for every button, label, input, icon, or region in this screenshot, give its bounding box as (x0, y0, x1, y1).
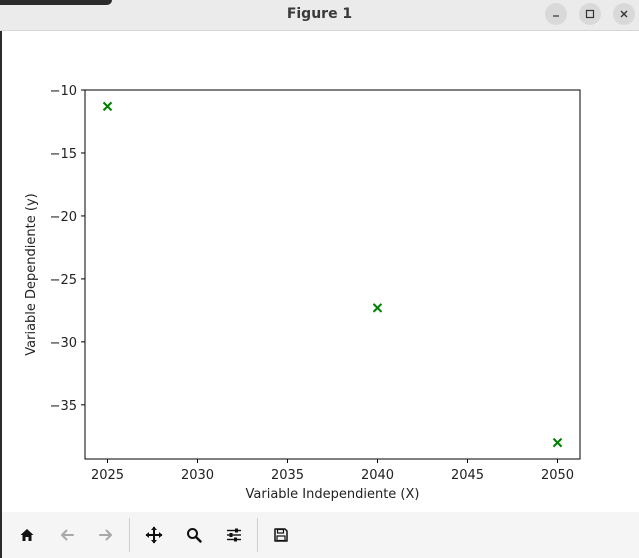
figure-canvas[interactable]: 2025 2030 2035 2040 2045 2050 −10 −15 −20 −25 −30 −… (0, 31, 639, 512)
y-tick-label: −10 (50, 84, 77, 99)
x-tick-label: 2045 (451, 468, 484, 483)
home-button[interactable] (15, 523, 39, 547)
window-tab-edge (0, 0, 112, 5)
data-point-stroke (102, 101, 113, 112)
x-tick-label: 2025 (91, 468, 124, 483)
y-tick-label: −25 (50, 273, 77, 288)
data-point (102, 101, 113, 112)
axes-frame (84, 89, 581, 460)
back-button[interactable] (55, 523, 79, 547)
maximize-icon (585, 9, 595, 19)
x-tick-label: 2050 (541, 468, 574, 483)
title-bar[interactable]: Figure 1 (0, 0, 639, 31)
pan-button[interactable] (142, 523, 166, 547)
forward-button[interactable] (94, 523, 118, 547)
zoom-button[interactable] (182, 523, 206, 547)
data-point-stroke (552, 437, 563, 448)
save-button[interactable] (269, 523, 293, 547)
maximize-button[interactable] (579, 3, 601, 25)
magnifier-icon (187, 528, 202, 543)
y-tick-label: −15 (50, 147, 77, 162)
navigation-toolbar (0, 512, 639, 558)
arrow-left-icon (61, 529, 74, 541)
move-icon (145, 526, 163, 544)
window-title: Figure 1 (286, 6, 353, 22)
y-tick-label: −20 (50, 210, 77, 225)
home-icon (20, 529, 34, 541)
floppy-disk-icon (274, 528, 288, 542)
x-tick-label: 2035 (271, 468, 304, 483)
sliders-icon (227, 528, 241, 542)
x-axis-label: Variable Independiente (X) (246, 487, 420, 502)
toolbar-separator (129, 518, 130, 552)
close-button[interactable] (613, 3, 635, 25)
y-axis-label: Variable Dependiente (y) (24, 193, 39, 355)
close-icon (620, 10, 628, 18)
arrow-right-icon (99, 529, 112, 541)
data-point-stroke (372, 303, 383, 313)
data-point (372, 303, 383, 313)
minimize-button[interactable] (545, 3, 567, 25)
x-tick-label: 2030 (181, 468, 214, 483)
data-point (552, 437, 563, 448)
minimize-icon (553, 15, 559, 17)
y-tick-label: −35 (50, 399, 77, 414)
x-tick-label: 2040 (361, 468, 394, 483)
configure-subplots-button[interactable] (222, 523, 246, 547)
scatter-chart: 2025 2030 2035 2040 2045 2050 −10 −15 −20 −25 −30 −… (24, 84, 581, 502)
toolbar-separator (257, 518, 258, 552)
y-tick-label: −30 (50, 336, 77, 351)
